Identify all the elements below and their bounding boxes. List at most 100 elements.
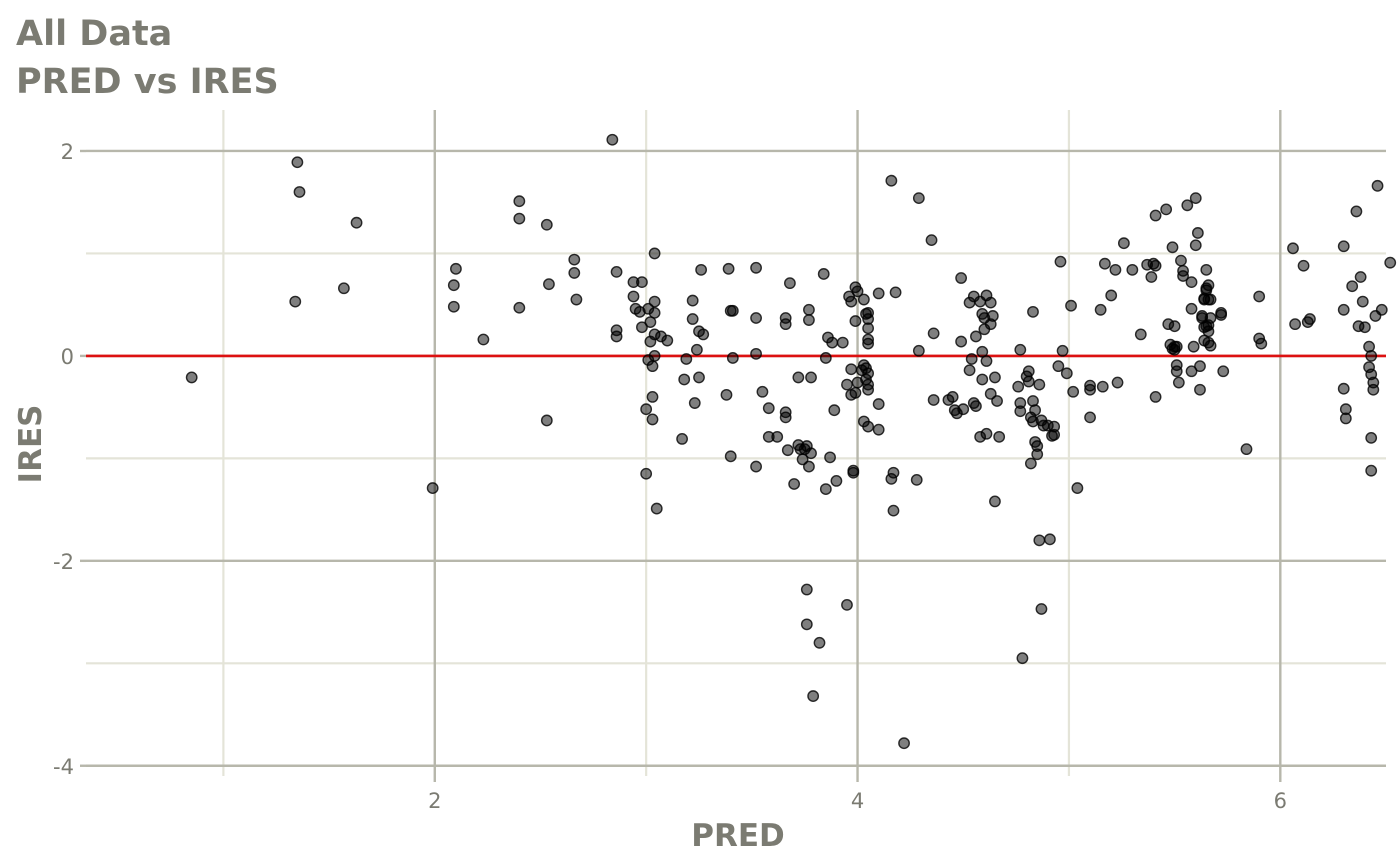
data-point (1375, 303, 1388, 316)
data-point (1111, 376, 1124, 389)
data-point (993, 430, 1006, 443)
data-point (826, 336, 839, 349)
data-point (690, 343, 703, 356)
data-point (1166, 241, 1179, 254)
data-point (889, 286, 902, 299)
data-point (1189, 239, 1202, 252)
y-tick-label: 2 (61, 140, 74, 164)
data-point (1185, 276, 1198, 289)
data-point (819, 352, 832, 364)
data-point (646, 360, 659, 373)
title-block: All Data PRED vs IRES (16, 10, 279, 106)
data-point (1160, 203, 1173, 216)
data-point (636, 321, 648, 334)
data-point (686, 294, 699, 307)
data-point (957, 403, 970, 416)
data-point (1035, 603, 1048, 615)
data-point (1149, 390, 1162, 403)
data-point (648, 247, 661, 260)
data-point (887, 504, 900, 517)
data-point (1337, 382, 1350, 395)
data-point (970, 400, 982, 413)
data-point (447, 300, 460, 313)
data-point (1065, 299, 1077, 312)
data-point (697, 328, 710, 341)
data-point (1027, 305, 1039, 318)
data-point (1177, 264, 1189, 277)
data-point (650, 502, 663, 515)
data-point (788, 478, 801, 490)
data-point (965, 353, 978, 365)
data-point (872, 398, 885, 410)
data-point (836, 336, 849, 349)
data-point (1191, 227, 1204, 239)
data-point (627, 290, 640, 303)
data-point (185, 371, 198, 384)
chart-subtitle: PRED vs IRES (16, 62, 279, 102)
data-point (887, 466, 900, 479)
data-point (676, 433, 688, 445)
data-point (447, 279, 460, 292)
data-point (1105, 289, 1118, 302)
data-point (648, 350, 661, 362)
data-point (779, 318, 792, 331)
data-point (779, 411, 792, 424)
data-point (756, 385, 769, 398)
data-point (862, 383, 875, 396)
data-point (1044, 533, 1056, 546)
data-point (1367, 383, 1380, 396)
data-point (910, 473, 923, 486)
data-point (862, 322, 875, 335)
data-point (640, 403, 653, 416)
data-point (885, 174, 898, 187)
data-point (726, 304, 739, 317)
data-point (927, 327, 940, 340)
data-point (1109, 263, 1122, 276)
data-point (640, 467, 653, 480)
data-point (1337, 303, 1350, 316)
data-point (849, 315, 862, 327)
data-point (1365, 431, 1378, 444)
data-point (1200, 263, 1213, 276)
data-point (1287, 242, 1299, 255)
data-point (927, 394, 940, 406)
data-point (1094, 303, 1107, 316)
data-point (1022, 375, 1035, 388)
y-tick-label: -4 (53, 755, 74, 779)
data-point (1084, 411, 1096, 424)
data-point (1204, 293, 1217, 306)
data-point (1060, 367, 1073, 380)
data-point (1202, 325, 1215, 338)
y-axis-title: IRES (13, 405, 49, 484)
data-point (513, 301, 526, 314)
data-point (1172, 376, 1185, 389)
data-point (841, 598, 853, 611)
data-point (800, 618, 813, 631)
data-point (661, 334, 674, 347)
data-point (1071, 482, 1084, 494)
data-point (813, 636, 826, 649)
data-point (1067, 385, 1080, 398)
data-point (803, 314, 815, 326)
data-point (720, 388, 733, 401)
data-point (1215, 309, 1228, 321)
data-point (1014, 343, 1027, 356)
data-point (784, 277, 796, 290)
data-point (1175, 254, 1187, 267)
data-point (636, 276, 648, 289)
data-point (1187, 340, 1200, 353)
data-point (646, 413, 659, 426)
data-point (750, 261, 762, 274)
data-point (1054, 255, 1067, 268)
data-point (1029, 404, 1042, 417)
data-point (1096, 380, 1109, 393)
data-point (1056, 344, 1069, 357)
data-point (976, 373, 989, 386)
data-point (750, 460, 762, 473)
data-point (606, 133, 619, 146)
data-point (824, 451, 836, 464)
data-point (912, 192, 925, 205)
data-point (1240, 443, 1253, 456)
data-point (872, 287, 885, 300)
data-point (925, 234, 938, 247)
